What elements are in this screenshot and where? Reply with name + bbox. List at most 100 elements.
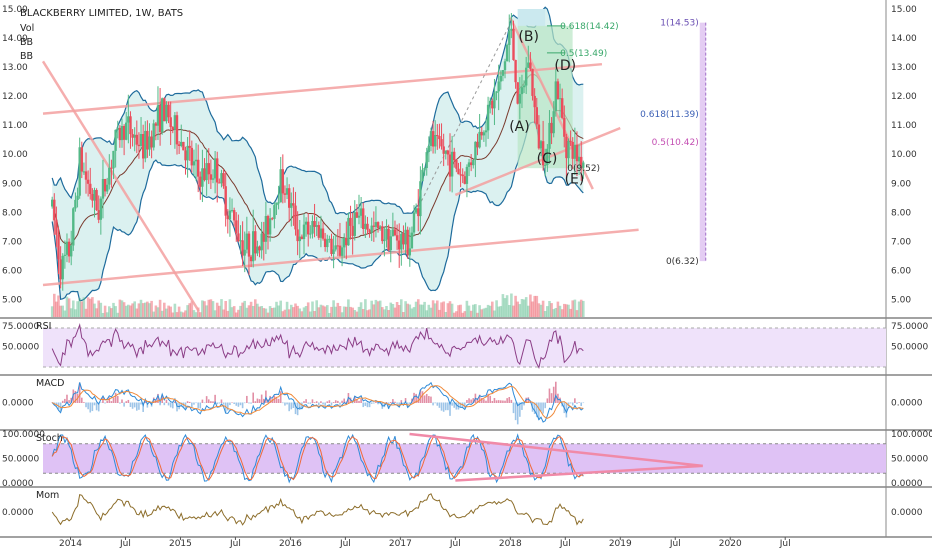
candle-body <box>467 162 471 167</box>
macd-histogram-bar <box>356 399 358 403</box>
volume-bar <box>199 312 202 317</box>
macd-histogram-bar <box>235 402 238 406</box>
candle-body <box>180 141 183 146</box>
candle-body <box>158 105 162 133</box>
candle-body <box>580 156 583 168</box>
volume-bar <box>215 302 219 317</box>
candle-body <box>395 235 399 241</box>
candle-body <box>186 145 189 161</box>
macd-histogram-bar <box>174 401 176 403</box>
time-tick-label: 2014 <box>59 539 82 549</box>
time-tick-label: 2015 <box>169 539 192 549</box>
macd-histogram-bar <box>108 397 111 403</box>
stoch-tick-label-left: 100.0000 <box>2 430 45 440</box>
volume-bar <box>414 301 418 317</box>
candle-body <box>262 233 265 242</box>
candle-body <box>144 130 147 159</box>
panel-label: Stoch <box>36 433 63 444</box>
volume-bar <box>520 299 524 317</box>
candle-body <box>465 166 469 184</box>
volume-bar <box>167 305 170 317</box>
volume-bar <box>410 308 414 317</box>
volume-bar <box>323 306 327 317</box>
macd-histogram-bar <box>582 402 585 404</box>
volume-bar <box>419 304 422 317</box>
macd-histogram-bar <box>68 400 70 403</box>
candle-body <box>453 151 456 161</box>
candle-body <box>298 236 301 242</box>
macd-histogram-bar <box>85 402 87 408</box>
candle-body <box>434 135 437 147</box>
candle-body <box>455 160 458 169</box>
candle-body <box>76 195 79 200</box>
candle-body <box>499 75 502 82</box>
volume-bar <box>319 304 323 317</box>
macd-histogram-bar <box>351 402 354 404</box>
candle-body <box>554 81 557 112</box>
macd-histogram-bar <box>140 402 142 405</box>
volume-bar <box>560 309 564 317</box>
candle-body <box>101 179 105 199</box>
volume-bar <box>438 309 441 317</box>
macd-histogram-bar <box>282 402 284 404</box>
price-tick-label-left: 9.00 <box>2 179 22 189</box>
volume-bar <box>461 312 464 317</box>
candle-body <box>222 173 225 187</box>
volume-bar <box>105 312 109 317</box>
candle-body <box>275 202 278 206</box>
macd-histogram-bar <box>241 402 244 409</box>
candle-body <box>213 158 217 179</box>
candle-body <box>478 131 481 148</box>
candle-body <box>156 105 160 126</box>
volume-bar <box>144 302 147 317</box>
macd-panel[interactable]: MACD <box>36 378 585 425</box>
macd-histogram-bar <box>239 402 242 406</box>
macd-histogram-bar <box>472 398 475 403</box>
time-tick-label: Jul <box>119 539 131 549</box>
candle-body <box>474 141 477 160</box>
macd-histogram-bar <box>64 398 66 403</box>
volume-bar <box>478 305 481 317</box>
rsi-panel[interactable]: RSI <box>36 321 886 370</box>
volume-bar <box>326 305 329 317</box>
macd-histogram-bar <box>476 398 479 403</box>
macd-histogram-bar <box>421 391 424 403</box>
price-panel[interactable]: (A) (B) (C) (D) (E) 0.618(14.42) 0.5(13.49) 1(1… <box>41 6 707 317</box>
macd-histogram-bar <box>131 402 134 409</box>
macd-histogram-bar <box>478 394 481 403</box>
fib-label: 0.618(11.39) <box>640 110 699 120</box>
volume-bar <box>273 307 276 317</box>
stoch-panel[interactable]: Stoch <box>36 432 886 484</box>
macd-histogram-bar <box>466 399 468 403</box>
momentum-panel[interactable]: Mom <box>36 490 584 526</box>
candle-body <box>93 190 96 201</box>
candle-body <box>491 100 494 109</box>
macd-histogram-bar <box>260 394 263 403</box>
price-tick-label: 9.00 <box>891 179 911 189</box>
candle-body <box>340 247 344 256</box>
volume-bar <box>565 304 568 317</box>
candle-body <box>529 62 532 69</box>
macd-histogram-bar <box>368 402 371 408</box>
candle-body <box>271 218 274 220</box>
macd-histogram-bar <box>121 399 123 403</box>
price-tick-label: 12.00 <box>891 92 917 102</box>
volume-bar <box>160 310 164 317</box>
candle-body <box>209 174 213 180</box>
macd-histogram-bar <box>83 402 85 403</box>
price-tick-label: 15.00 <box>891 5 917 15</box>
macd-histogram-bar <box>243 402 246 404</box>
volume-bar <box>67 298 71 317</box>
stoch-trendline-upper <box>409 432 703 468</box>
macd-histogram-bar <box>535 402 538 418</box>
macd-histogram-bar <box>502 400 504 403</box>
macd-histogram-bar <box>392 399 394 403</box>
volume-bar <box>306 302 310 317</box>
volume-bar <box>78 298 81 317</box>
candle-body <box>207 163 210 175</box>
macd-histogram-bar <box>91 402 94 412</box>
candle-body <box>53 199 56 221</box>
candle-body <box>381 226 384 242</box>
volume-bar <box>309 311 312 317</box>
